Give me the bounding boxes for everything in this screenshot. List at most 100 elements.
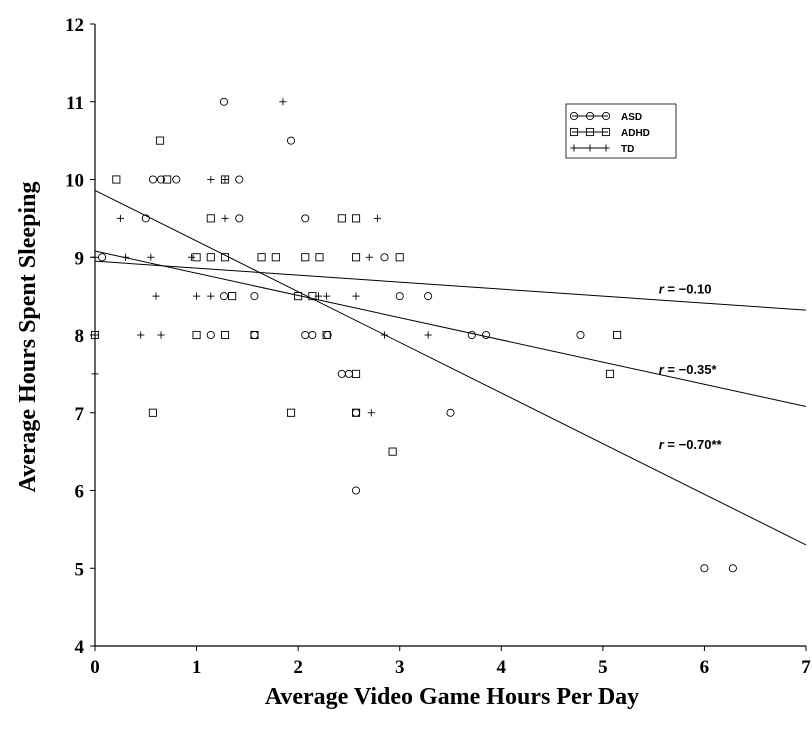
adhd-point	[163, 175, 172, 184]
asd-point	[98, 253, 107, 262]
y-tick-labels: 4 5 6 7 8 9 10 11 12	[65, 15, 95, 658]
adhd-point	[220, 253, 230, 262]
td-point	[116, 214, 124, 222]
adhd-point	[206, 253, 215, 262]
asd-point	[250, 330, 259, 340]
asd-point	[728, 564, 737, 573]
td-point	[192, 292, 201, 300]
asd-point	[156, 175, 166, 184]
td-point	[157, 331, 165, 339]
td-point	[137, 331, 145, 339]
adhd-point	[388, 447, 397, 456]
asd-point	[286, 136, 296, 145]
legend-marker-td	[586, 144, 594, 152]
asd-point	[148, 175, 157, 184]
td-point	[424, 331, 432, 339]
y-tick-label: 7	[75, 404, 85, 425]
adhd-point	[250, 330, 259, 340]
td-point	[373, 214, 381, 222]
asd-point	[172, 175, 181, 184]
regression-line	[94, 260, 807, 311]
td-point	[367, 409, 375, 417]
asd-point	[576, 330, 585, 340]
legend-label-adhd: ADHD	[621, 128, 650, 139]
asd-point	[700, 564, 709, 573]
y-tick-label: 5	[75, 559, 85, 580]
x-axis-title: Average Video Game Hours Per Day	[265, 684, 639, 710]
asd-point	[301, 214, 310, 223]
adhd-point	[155, 136, 165, 145]
td-point	[279, 98, 287, 106]
asd-point	[250, 292, 259, 301]
regression-line	[94, 189, 807, 546]
asd-point	[141, 214, 150, 223]
x-tick-label: 4	[497, 657, 507, 678]
adhd-point	[301, 253, 310, 262]
regression-line	[94, 250, 807, 408]
y-tick-label: 6	[75, 482, 85, 503]
asd-point	[206, 330, 215, 340]
r-label: r = −0.10	[659, 281, 712, 296]
td-point	[322, 292, 331, 300]
td-point	[121, 253, 130, 261]
adhd-point	[395, 253, 404, 262]
x-tick-label: 6	[700, 657, 710, 678]
x-tick-label: 5	[598, 657, 608, 678]
x-tick-label: 1	[192, 657, 202, 678]
y-tick-label: 10	[65, 171, 84, 192]
x-tick-label: 7	[801, 657, 811, 678]
correlation-labels: r = −0.10 r = −0.35* r = −0.70**	[659, 281, 723, 452]
asd-point	[219, 97, 229, 106]
y-tick-label: 8	[75, 326, 85, 347]
legend-label-asd: ASD	[621, 112, 642, 123]
adhd-point	[294, 292, 303, 301]
legend-marker-adhd	[601, 127, 611, 137]
adhd-point	[112, 175, 121, 184]
r-label: r = −0.70**	[659, 437, 723, 452]
adhd-point	[351, 369, 361, 378]
adhd-point	[192, 330, 201, 340]
td-point	[314, 292, 323, 300]
asd-point	[219, 292, 229, 301]
td-point	[221, 214, 229, 222]
asd-point	[380, 253, 389, 262]
y-tick-label: 9	[75, 248, 85, 269]
asd-point	[351, 408, 361, 417]
regression-lines	[94, 189, 807, 546]
axes	[94, 24, 806, 647]
asd-point	[351, 486, 361, 495]
data-points	[90, 97, 737, 573]
asd-point	[235, 175, 244, 184]
adhd-point	[351, 214, 361, 223]
td-point	[187, 253, 196, 261]
asd-point	[235, 214, 244, 223]
asd-point	[308, 330, 317, 340]
legend-marker-asd	[601, 111, 611, 121]
asd-point	[467, 330, 476, 340]
legend-marker-asd	[585, 111, 595, 121]
adhd-point	[315, 253, 324, 262]
y-axis-title: Average Hours Spent Sleeping	[15, 182, 41, 493]
y-tick-label: 11	[66, 93, 84, 114]
x-tick-label: 2	[293, 657, 303, 678]
asd-point	[481, 330, 491, 340]
adhd-point	[257, 253, 266, 262]
adhd-point	[351, 253, 361, 262]
asd-point	[446, 408, 455, 417]
td-point	[352, 292, 360, 300]
adhd-point	[322, 330, 331, 340]
td-point	[91, 331, 99, 339]
td-point	[221, 175, 229, 184]
legend-marker-td	[602, 144, 610, 152]
adhd-point	[337, 214, 346, 223]
asd-point	[395, 292, 404, 301]
td-point	[207, 175, 215, 184]
adhd-point	[220, 330, 230, 340]
legend-label-td: TD	[621, 144, 634, 155]
td-point	[152, 292, 160, 300]
td-point	[91, 370, 99, 378]
adhd-point	[271, 253, 280, 262]
legend-marker-adhd	[585, 127, 595, 137]
legend: ASD ADHD TD	[565, 103, 677, 159]
